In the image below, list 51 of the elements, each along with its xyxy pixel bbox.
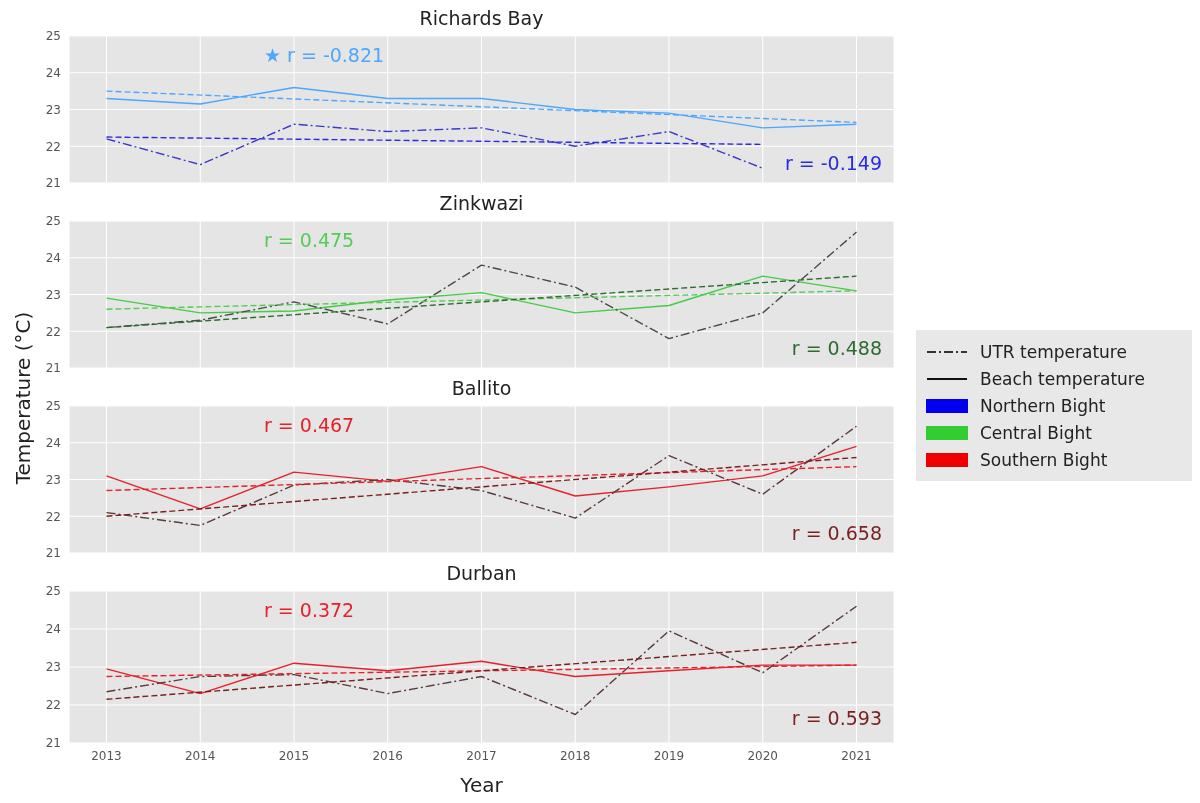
y-tick-label: 23 (45, 660, 61, 675)
y-tick-label: 25 (45, 29, 61, 44)
y-tick-label: 22 (45, 324, 61, 339)
y-tick-label: 21 (45, 736, 61, 751)
y-tick-label: 25 (45, 584, 61, 599)
x-tick-label: 2019 (653, 748, 685, 763)
chart-title: Durban (445, 562, 518, 584)
annotation: r = 0.475 (264, 229, 355, 251)
annotation: r = -0.149 (784, 152, 882, 174)
y-tick-label: 21 (45, 546, 61, 561)
annotation: r = 0.658 (791, 522, 882, 544)
x-tick-label: 2020 (747, 748, 779, 763)
line-series (105, 123, 764, 169)
line-series (105, 275, 858, 314)
annotation: ★ r = -0.821 (264, 44, 385, 66)
text: Southern Bight (980, 449, 1108, 470)
annotation: r = 0.372 (264, 599, 355, 621)
x-tick-label: 2021 (841, 748, 872, 763)
annotation: r = 0.488 (791, 337, 882, 359)
x-axis-title: Year (459, 773, 504, 797)
x-tick-label: 2015 (278, 748, 310, 763)
y-tick-label: 21 (45, 176, 61, 191)
y-tick-label: 23 (45, 287, 61, 302)
y-tick-label: 24 (45, 251, 61, 266)
text: Central Bight (980, 422, 1092, 443)
y-tick-label: 23 (45, 102, 61, 117)
text: UTR temperature (980, 341, 1127, 362)
chart-title: Ballito (450, 377, 513, 399)
y-tick-label: 22 (45, 509, 61, 524)
y-tick-label: 23 (45, 472, 61, 487)
x-tick-label: 2017 (466, 748, 497, 763)
y-tick-label: 25 (45, 214, 61, 229)
y-axis-title: Temperature (°C) (11, 311, 35, 485)
chart-title: Zinkwazi (438, 192, 525, 214)
y-tick-label: 24 (45, 436, 61, 451)
y-tick-label: 25 (45, 399, 61, 414)
text: Beach temperature (980, 368, 1145, 389)
x-tick-label: 2016 (372, 748, 404, 763)
y-tick-label: 21 (45, 361, 61, 376)
annotation: r = 0.593 (791, 707, 882, 729)
y-tick-label: 24 (45, 66, 61, 81)
y-tick-label: 24 (45, 622, 61, 637)
annotation: r = 0.467 (264, 414, 355, 436)
x-tick-label: 2018 (559, 748, 591, 763)
y-tick-label: 22 (45, 139, 61, 154)
x-tick-label: 2014 (184, 748, 216, 763)
chart-title: Richards Bay (418, 7, 545, 29)
y-tick-label: 22 (45, 698, 61, 713)
text: Northern Bight (980, 395, 1106, 416)
x-tick-label: 2013 (91, 748, 122, 763)
line-series (105, 445, 858, 510)
